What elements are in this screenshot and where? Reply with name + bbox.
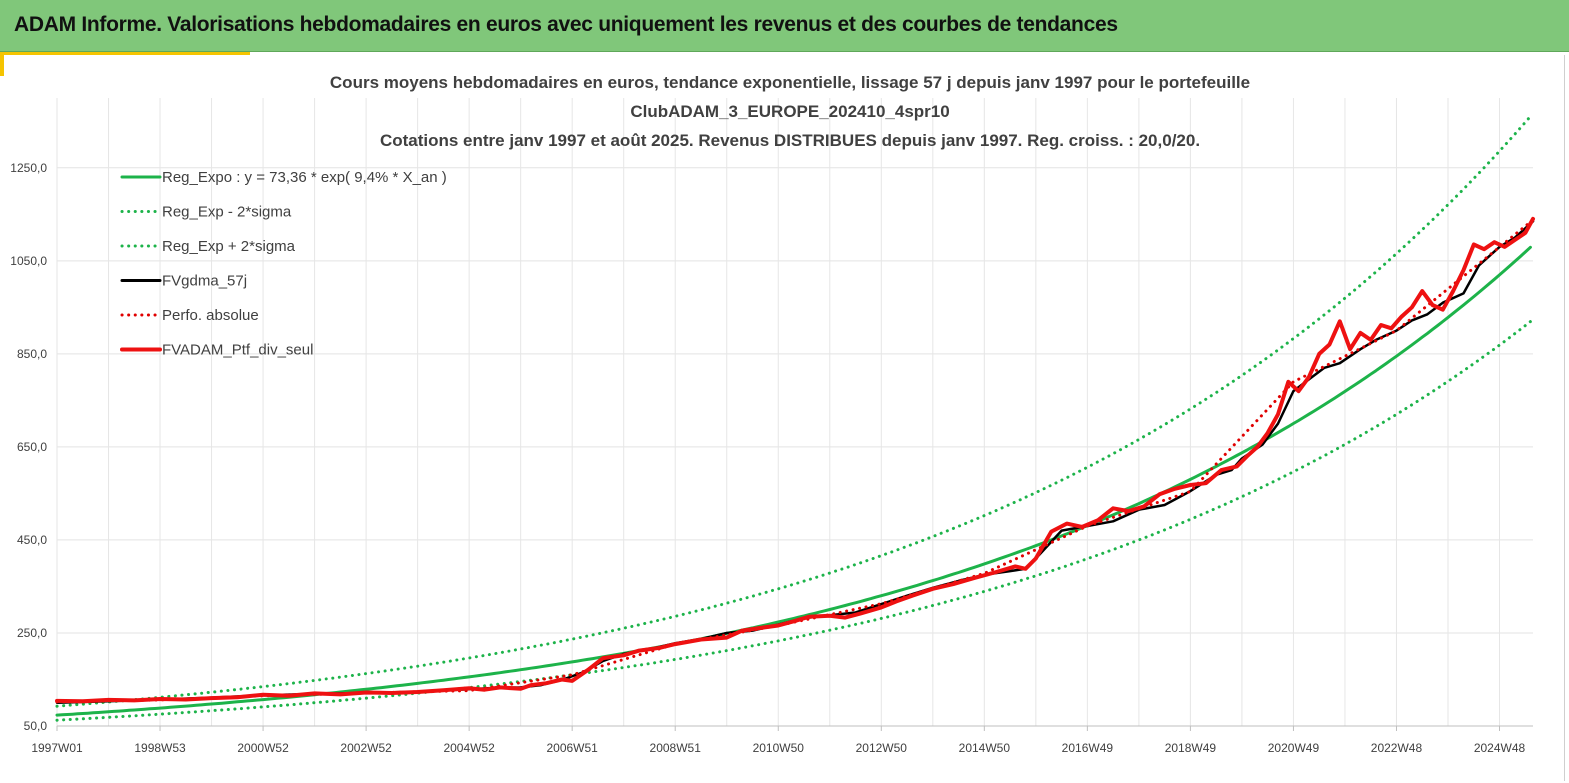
x-tick-label: 2004W52 [443,741,495,755]
series-line-0 [55,245,1532,717]
chart-title-line: Cotations entre janv 1997 et août 2025. … [380,131,1200,150]
x-tick-label: 2018W49 [1165,741,1217,755]
chart-svg: 50,0 250,0 450,0 650,0 850,0 1050,0 1250,0 199… [10,73,1535,755]
accent-bar-left [0,52,4,76]
x-tick-label: 2016W49 [1062,741,1114,755]
x-tick-label: 2024W48 [1474,741,1526,755]
series-line-1 [55,320,1532,722]
y-tick-label: 1050,0 [10,254,47,268]
series-line-4 [55,218,1535,704]
y-tick-label: 450,0 [17,533,47,547]
y-tick-label: 850,0 [17,347,47,361]
series-layer [55,114,1535,722]
legend-label: FVgdma_57j [162,273,247,290]
series-line-3 [55,220,1535,704]
legend-label: Reg_Exp - 2*sigma [162,204,292,221]
chart-title-line: Cours moyens hebdomadaires en euros, ten… [330,73,1250,92]
chart-frame: 50,0 250,0 450,0 650,0 850,0 1050,0 1250,0 199… [2,55,1565,781]
y-tick-label: 50,0 [24,719,48,733]
y-tick-label: 1250,0 [10,161,47,175]
accent-bar-top [0,52,250,55]
chart-title-line: ClubADAM_3_EUROPE_202410_4spr10 [630,102,949,121]
page-header: ADAM Informe. Valorisations hebdomadaire… [0,0,1569,52]
x-axis-tick-labels: 1997W01 1998W53 2000W52 2002W52 2004W52 2006W… [31,726,1526,755]
x-tick-label: 2020W49 [1268,741,1320,755]
x-tick-label: 2000W52 [237,741,289,755]
legend-label: FVADAM_Ptf_div_seul [162,342,313,359]
x-tick-label: 1998W53 [134,741,186,755]
x-tick-label: 1997W01 [31,741,83,755]
header-title: ADAM Informe. Valorisations hebdomadaire… [14,13,1118,36]
x-tick-label: 2002W52 [340,741,392,755]
x-tick-label: 2014W50 [959,741,1011,755]
chart-legend: Reg_Expo : y = 73,36 * exp( 9,4% * X_an … [120,169,447,359]
y-tick-label: 250,0 [17,626,47,640]
gridlines [56,98,1533,727]
y-tick-label: 650,0 [17,440,47,454]
x-tick-label: 2022W48 [1371,741,1423,755]
legend-label: Perfo. absolue [162,307,259,324]
legend-label: Reg_Expo : y = 73,36 * exp( 9,4% * X_an … [162,169,447,186]
x-tick-label: 2012W50 [856,741,908,755]
y-axis-tick-labels: 50,0 250,0 450,0 650,0 850,0 1050,0 1250,0 [10,161,47,733]
legend-label: Reg_Exp + 2*sigma [162,238,296,255]
x-tick-label: 2006W51 [546,741,598,755]
x-tick-label: 2010W50 [753,741,805,755]
x-tick-label: 2008W51 [650,741,702,755]
series-line-5 [55,216,1535,704]
chart-title: Cours moyens hebdomadaires en euros, ten… [330,73,1250,150]
